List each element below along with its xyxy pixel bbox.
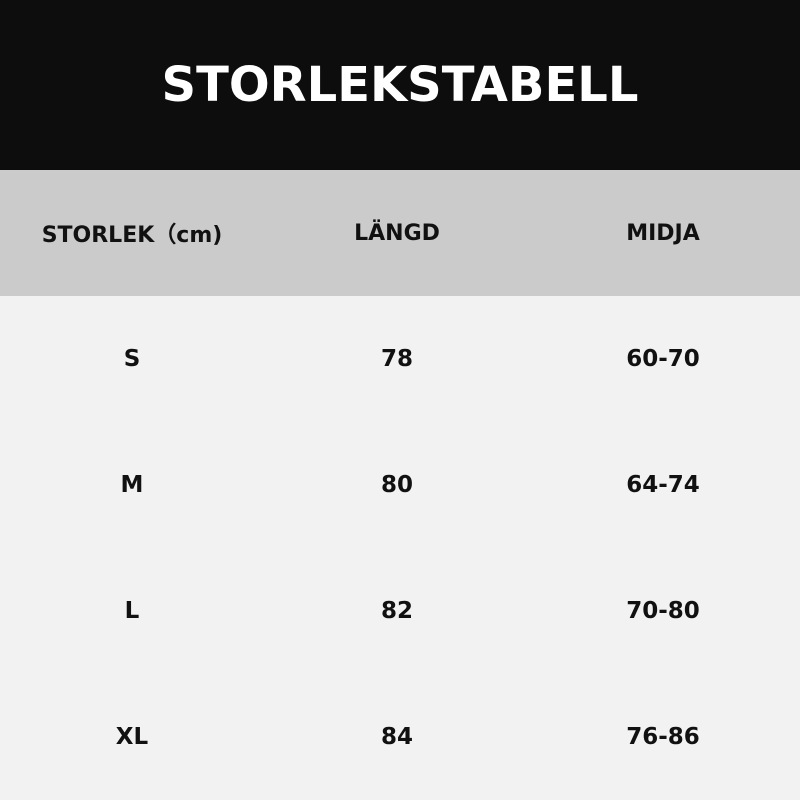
table-cell: 60-70 (626, 346, 700, 372)
table-cell: 78 (380, 346, 413, 372)
table-cell: 82 (380, 598, 413, 624)
table-cell: 76-86 (626, 724, 700, 750)
header-size: STORLEK（cm) (41, 223, 223, 248)
table-cell: L (124, 598, 140, 624)
table-row: XL 84 76-86 (0, 674, 800, 800)
table-cell: S (123, 346, 141, 372)
header-length: LÄNGD (354, 220, 440, 246)
table-cell: 84 (380, 724, 413, 750)
table-cell: M (120, 472, 144, 498)
table-cell: XL (115, 724, 149, 750)
table-body: S 78 60-70 M 80 64-74 L 82 70-80 XL 84 76-86 (0, 296, 800, 800)
table-row: S 78 60-70 (0, 296, 800, 422)
page-title: STORLEKSTABELL (0, 0, 800, 170)
table-cell: 70-80 (626, 598, 700, 624)
table-cell: 64-74 (626, 472, 700, 498)
header-waist: MIDJA (626, 220, 700, 246)
table-cell: 80 (380, 472, 413, 498)
table-row: L 82 70-80 (0, 548, 800, 674)
table-header: STORLEK（cm) LÄNGD MIDJA (0, 170, 800, 296)
table-row: M 80 64-74 (0, 422, 800, 548)
